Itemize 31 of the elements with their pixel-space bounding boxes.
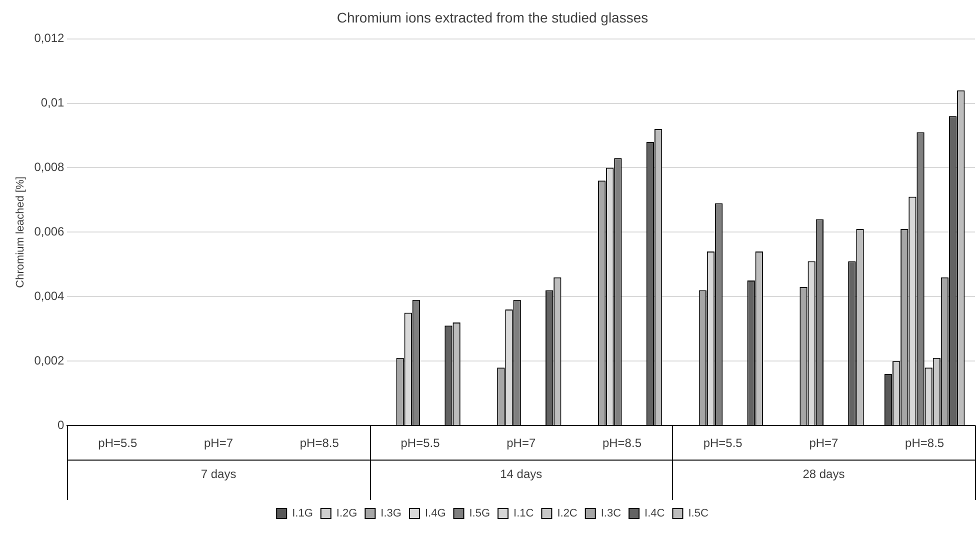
y-tick-label: 0,002 xyxy=(34,353,65,368)
y-tick-label: 0,012 xyxy=(34,31,65,46)
y-tick-label: 0,006 xyxy=(34,224,65,239)
legend-label: I.5G xyxy=(469,508,490,520)
x-tick-label: pH=8.5 xyxy=(602,436,642,450)
text: 7 days xyxy=(200,466,236,481)
legend-label: I.3G xyxy=(380,508,402,520)
legend-label: I.3C xyxy=(600,508,622,520)
y-tick-label: 0,008 xyxy=(34,160,65,174)
chart-title: Chromium ions extracted from the studied glasses xyxy=(336,9,648,26)
y-tick-label: 0 xyxy=(58,418,65,432)
legend-label: I.4C xyxy=(644,508,665,520)
y-axis-title: Chromium leached [%] xyxy=(14,176,27,288)
text: 14 days xyxy=(500,466,542,481)
x-tick-label: pH=8.5 xyxy=(300,436,340,450)
y-tick-label: 0,01 xyxy=(40,96,65,110)
legend-label: I.2C xyxy=(557,508,578,520)
legend-label: I.1G xyxy=(292,508,313,520)
y-tick-label: 0,004 xyxy=(34,288,65,303)
x-tick-label: pH=7 xyxy=(204,436,234,450)
legend-label: I.1C xyxy=(514,508,534,520)
text: 28 days xyxy=(802,466,845,481)
x-tick-label: pH=7 xyxy=(506,436,536,450)
x-tick-label: pH=5.5 xyxy=(703,436,743,450)
legend-label: I.4G xyxy=(424,508,446,520)
legend-label: I.2G xyxy=(336,508,358,520)
x-tick-label: pH=5.5 xyxy=(98,436,138,450)
x-tick-label: pH=5.5 xyxy=(400,436,440,450)
x-tick-label: pH=7 xyxy=(809,436,839,450)
legend-label: I.5C xyxy=(688,508,708,520)
x-tick-label: pH=8.5 xyxy=(905,436,944,450)
